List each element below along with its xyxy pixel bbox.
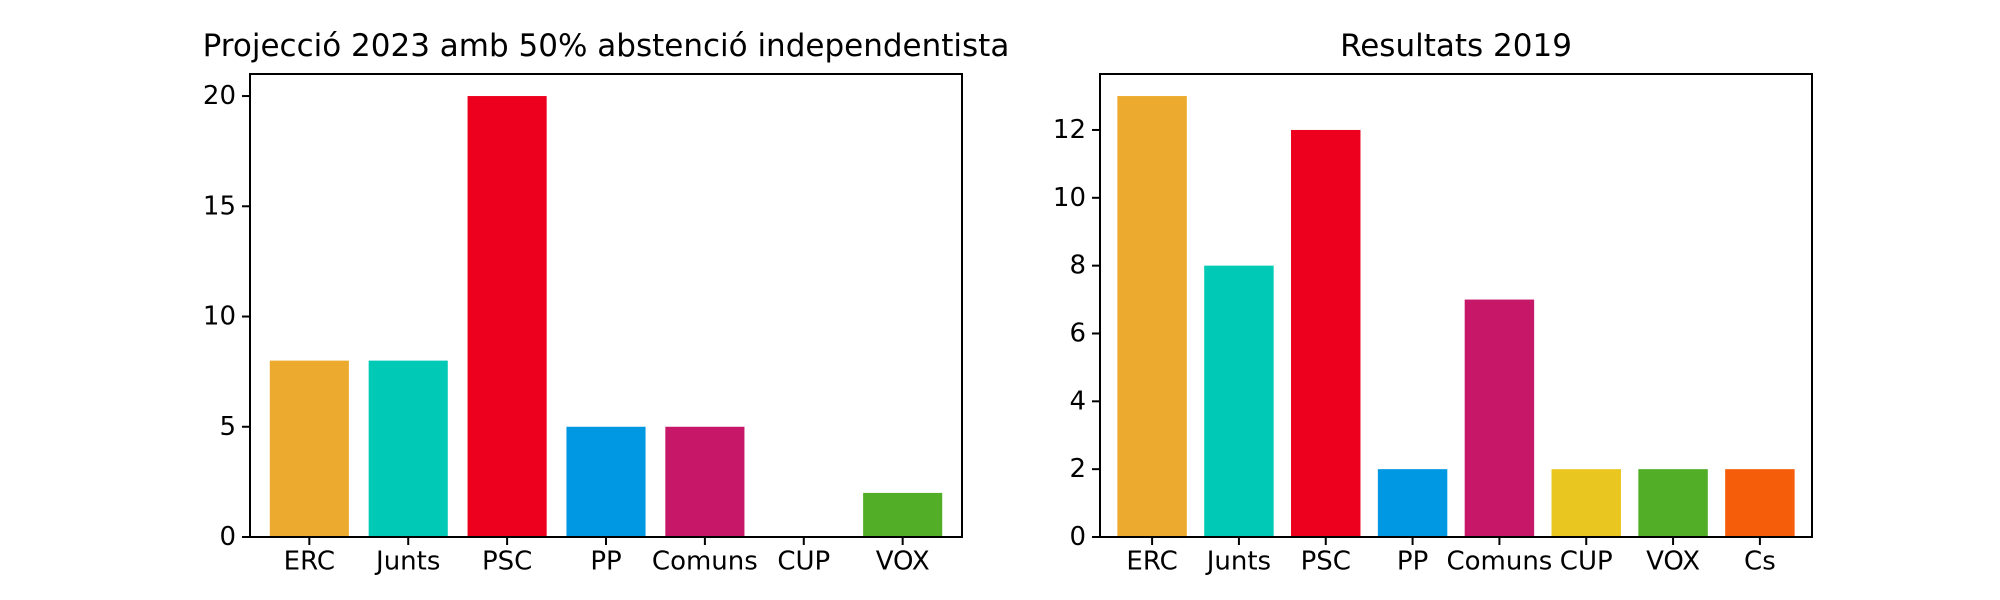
y-tick-label: 10 [1053,183,1086,213]
y-tick-label: 15 [203,191,236,221]
bar-pp [1377,469,1448,537]
bar-junts [1204,265,1274,537]
chart-title: Projecció 2023 amb 50% abstenció indepen… [203,28,1010,64]
chart-projeccio-2023: 0 5 10 15 20 ERC Junts PSC PP Comuns CUP VOX Projecc… [203,28,1010,576]
bar-vox [863,492,943,537]
y-tick-label: 2 [1069,454,1086,484]
y-tick-label: 20 [203,81,236,111]
x-tick-label-vox: VOX [876,546,930,576]
bar-vox [1638,469,1708,537]
y-tick-label: 8 [1069,251,1086,281]
x-tick-label-cup: CUP [1560,546,1613,576]
y-tick-label: 4 [1069,386,1086,416]
x-tick-label-vox: VOX [1646,546,1700,576]
bar-cup [1551,469,1621,537]
bar-erc [1117,96,1187,538]
x-tick-label-erc: ERC [1126,546,1177,576]
x-tick-label-cs: Cs [1744,546,1776,576]
x-tick-label-comuns: Comuns [652,546,758,576]
bar-pp [566,426,646,537]
axes-frame [1099,73,1813,538]
chart-title: Resultats 2019 [1340,28,1572,64]
y-tick-label: 12 [1053,115,1086,145]
bar-psc [467,96,547,538]
x-tick-label-pp: PP [1397,546,1428,576]
y-tick-label: 5 [219,412,236,442]
bar-cs [1725,469,1795,537]
y-tick-label: 0 [1069,522,1086,552]
bar-psc [1291,129,1361,537]
bar-comuns [1464,299,1535,537]
bar-comuns [665,426,745,537]
y-tick-label: 0 [219,522,236,552]
x-tick-label-junts: Junts [374,546,440,576]
x-tick-label-comuns: Comuns [1446,546,1552,576]
x-tick-label-psc: PSC [1301,546,1351,576]
bar-junts [368,360,448,537]
y-tick-label: 10 [203,302,236,332]
bar-erc [269,360,349,537]
x-tick-label-junts: Junts [1205,546,1271,576]
x-tick-label-cup: CUP [777,546,830,576]
chart-resultats-2019: 0 2 4 6 8 10 12 ERC Junts PSC PP Comuns CUP VOX Cs Resu… [1053,28,1813,576]
y-tick-label: 6 [1069,318,1086,348]
x-tick-label-psc: PSC [482,546,532,576]
x-tick-label-erc: ERC [284,546,335,576]
x-tick-label-pp: PP [590,546,621,576]
